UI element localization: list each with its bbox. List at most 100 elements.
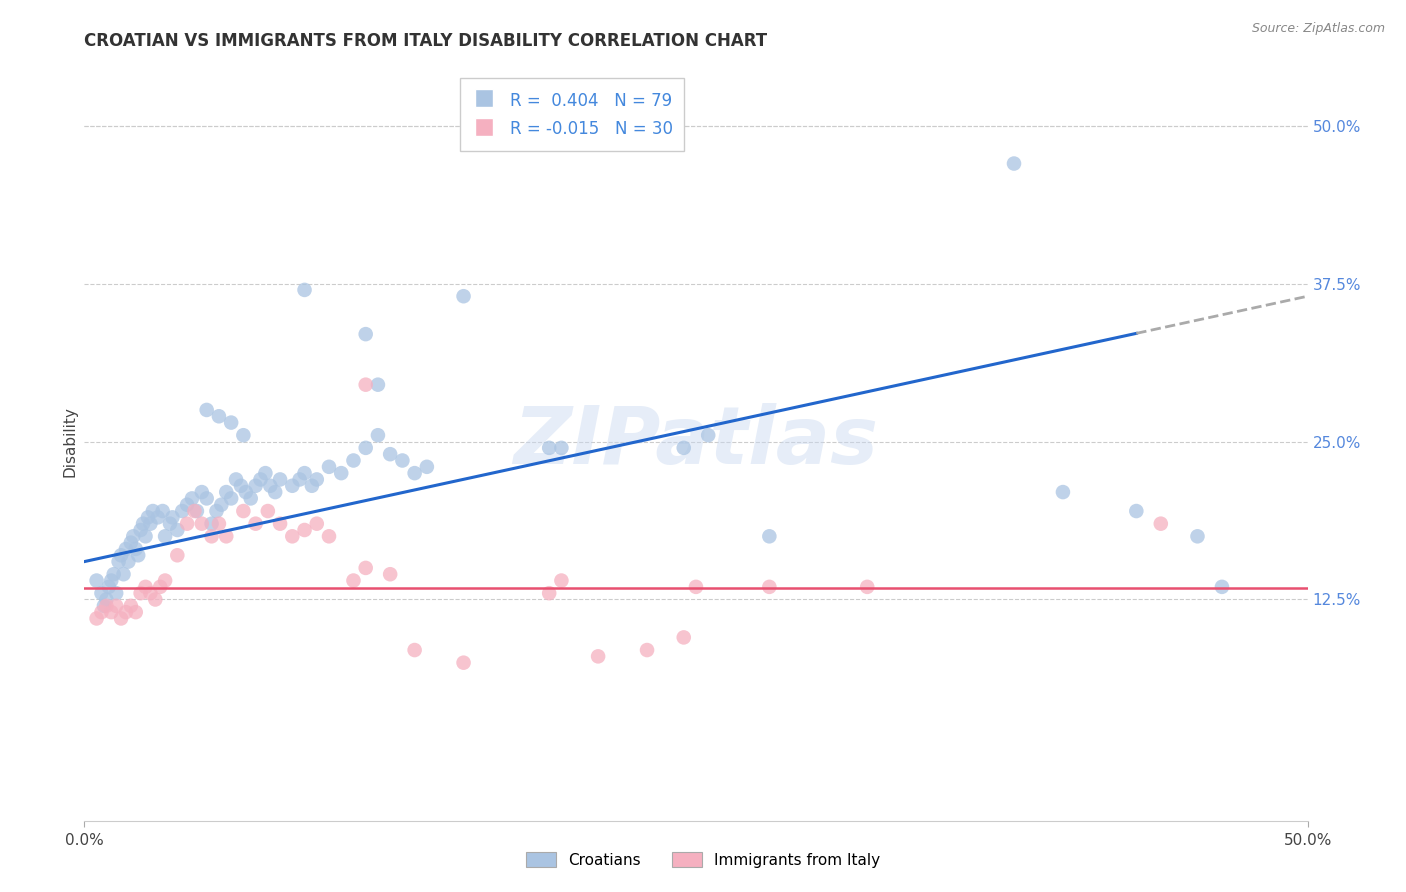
Point — [301, 479, 323, 493]
Point — [1187, 529, 1209, 543]
Point — [550, 441, 572, 455]
Point — [146, 510, 169, 524]
Point — [550, 574, 572, 588]
Point — [672, 441, 695, 455]
Point — [354, 561, 377, 575]
Point — [125, 541, 148, 556]
Point — [139, 516, 162, 531]
Point — [122, 529, 145, 543]
Point — [697, 428, 720, 442]
Point — [245, 516, 267, 531]
Point — [1002, 156, 1025, 170]
Point — [120, 599, 142, 613]
Point — [115, 605, 138, 619]
Point — [758, 529, 780, 543]
Point — [288, 473, 311, 487]
Text: CROATIAN VS IMMIGRANTS FROM ITALY DISABILITY CORRELATION CHART: CROATIAN VS IMMIGRANTS FROM ITALY DISABI… — [84, 32, 768, 50]
Point — [115, 541, 138, 556]
Point — [103, 567, 125, 582]
Point — [367, 428, 389, 442]
Point — [453, 656, 475, 670]
Point — [538, 441, 561, 455]
Point — [90, 605, 112, 619]
Point — [110, 611, 132, 625]
Point — [183, 504, 205, 518]
Point — [96, 599, 118, 613]
Point — [107, 555, 129, 569]
Point — [685, 580, 707, 594]
Point — [215, 529, 238, 543]
Point — [281, 529, 304, 543]
Point — [181, 491, 204, 506]
Point — [269, 516, 291, 531]
Point — [132, 516, 155, 531]
Point — [229, 479, 252, 493]
Y-axis label: Disability: Disability — [62, 406, 77, 477]
Point — [354, 327, 377, 342]
Point — [1125, 504, 1147, 518]
Point — [225, 473, 247, 487]
Point — [162, 510, 184, 524]
Point — [249, 473, 271, 487]
Point — [318, 459, 340, 474]
Point — [97, 580, 120, 594]
Point — [239, 491, 262, 506]
Point — [245, 479, 267, 493]
Point — [86, 574, 108, 588]
Point — [120, 535, 142, 549]
Point — [305, 516, 328, 531]
Point — [404, 466, 426, 480]
Point — [235, 485, 257, 500]
Point — [117, 555, 139, 569]
Point — [142, 504, 165, 518]
Point — [86, 611, 108, 625]
Point — [232, 428, 254, 442]
Point — [112, 567, 135, 582]
Point — [191, 485, 214, 500]
Legend: R =  0.404   N = 79, R = -0.015   N = 30: R = 0.404 N = 79, R = -0.015 N = 30 — [460, 78, 685, 151]
Point — [416, 459, 439, 474]
Point — [259, 479, 281, 493]
Point — [672, 631, 695, 645]
Point — [354, 441, 377, 455]
Point — [205, 504, 228, 518]
Point — [200, 516, 222, 531]
Point — [254, 466, 277, 480]
Point — [404, 643, 426, 657]
Point — [380, 567, 402, 582]
Point — [342, 453, 364, 467]
Point — [166, 523, 188, 537]
Point — [208, 516, 231, 531]
Point — [93, 599, 115, 613]
Point — [153, 529, 176, 543]
Point — [186, 504, 208, 518]
Point — [380, 447, 402, 461]
Point — [110, 548, 132, 563]
Text: ZIPatlas: ZIPatlas — [513, 402, 879, 481]
Point — [264, 485, 287, 500]
Point — [636, 643, 658, 657]
Point — [176, 498, 198, 512]
Point — [125, 605, 148, 619]
Point — [135, 529, 157, 543]
Point — [152, 504, 174, 518]
Point — [294, 523, 316, 537]
Text: Source: ZipAtlas.com: Source: ZipAtlas.com — [1251, 22, 1385, 36]
Point — [139, 586, 162, 600]
Point — [159, 516, 181, 531]
Point — [330, 466, 353, 480]
Point — [1211, 580, 1233, 594]
Point — [367, 377, 389, 392]
Point — [305, 473, 328, 487]
Point — [215, 485, 238, 500]
Point — [195, 491, 218, 506]
Point — [453, 289, 475, 303]
Point — [209, 498, 232, 512]
Point — [856, 580, 879, 594]
Point — [143, 592, 166, 607]
Legend: Croatians, Immigrants from Italy: Croatians, Immigrants from Italy — [517, 844, 889, 875]
Point — [153, 574, 176, 588]
Point — [232, 504, 254, 518]
Point — [391, 453, 413, 467]
Point — [1052, 485, 1074, 500]
